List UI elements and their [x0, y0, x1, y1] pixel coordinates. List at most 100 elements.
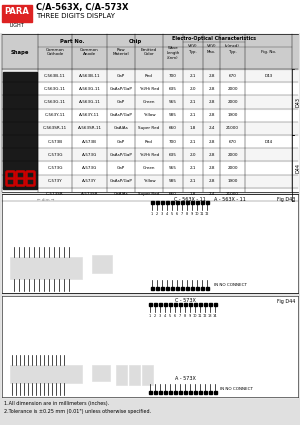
Text: Fig D44: Fig D44: [277, 299, 295, 304]
Bar: [166, 287, 169, 290]
Text: Yellow: Yellow: [143, 179, 155, 183]
Bar: [173, 303, 176, 306]
Bar: [200, 201, 203, 204]
Bar: [155, 201, 158, 204]
Text: C-573SR: C-573SR: [46, 193, 64, 196]
Bar: [3, 72, 37, 189]
Bar: [148, 303, 152, 306]
Text: 14: 14: [213, 314, 217, 318]
Text: 2000: 2000: [227, 153, 238, 157]
Bar: [178, 391, 182, 394]
Text: A-573SR: A-573SR: [81, 193, 98, 196]
Text: 1: 1: [151, 212, 153, 216]
Text: Red: Red: [145, 74, 153, 78]
Bar: [92, 365, 110, 381]
Bar: [200, 287, 203, 290]
Text: Wave
Length
λ(nm): Wave Length λ(nm): [166, 46, 180, 60]
Bar: [184, 391, 187, 394]
Bar: [214, 391, 217, 394]
Text: 2.1: 2.1: [190, 166, 196, 170]
Text: 670: 670: [229, 74, 236, 78]
Text: GaP: GaP: [117, 166, 125, 170]
Bar: [185, 201, 188, 204]
Bar: [203, 303, 206, 306]
Text: GaAsP/GaP: GaAsP/GaP: [110, 113, 132, 117]
Text: Yellow: Yellow: [143, 113, 155, 117]
Text: ← dim →: ← dim →: [37, 198, 55, 202]
Bar: [203, 391, 206, 394]
Bar: [158, 391, 161, 394]
Text: 3: 3: [161, 212, 163, 216]
Bar: [176, 287, 178, 290]
Text: 585: 585: [169, 179, 177, 183]
Text: 8: 8: [186, 212, 188, 216]
Bar: [2, 148, 298, 162]
Text: THREE DIGITS DISPLAY: THREE DIGITS DISPLAY: [36, 13, 115, 19]
Bar: [181, 287, 184, 290]
Text: A-563SR-11: A-563SR-11: [77, 126, 101, 130]
Text: 12: 12: [203, 314, 207, 318]
Bar: [2, 34, 298, 69]
Bar: [214, 303, 217, 306]
Text: A-563G-11: A-563G-11: [79, 87, 101, 91]
Text: 2.8: 2.8: [208, 113, 215, 117]
Text: 6: 6: [176, 212, 178, 216]
Text: Iv(mcd): Iv(mcd): [225, 44, 240, 48]
Bar: [0, 0, 300, 32]
Text: 12: 12: [205, 212, 209, 216]
Bar: [154, 391, 157, 394]
Bar: [188, 391, 191, 394]
Bar: [169, 391, 172, 394]
Text: 670: 670: [229, 139, 236, 144]
Text: 7: 7: [179, 314, 181, 318]
Bar: [208, 391, 211, 394]
Text: Green: Green: [143, 100, 155, 104]
Text: C-573G: C-573G: [47, 166, 63, 170]
Text: C-563B-11: C-563B-11: [44, 74, 66, 78]
Text: C-573B: C-573B: [47, 139, 63, 144]
Bar: [158, 303, 161, 306]
Text: 6: 6: [174, 314, 176, 318]
Text: 2.8: 2.8: [208, 87, 215, 91]
Text: D44: D44: [264, 139, 273, 144]
Text: D43: D43: [296, 97, 300, 107]
Text: C-563G-11: C-563G-11: [44, 100, 66, 104]
Text: 2.8: 2.8: [208, 166, 215, 170]
Text: 9: 9: [189, 314, 191, 318]
Bar: [2, 194, 298, 293]
Text: GaAsP/GaP: GaAsP/GaP: [110, 87, 132, 91]
Text: 1.All dimension are in millimeters (inches).: 1.All dimension are in millimeters (inch…: [4, 400, 109, 405]
Bar: [208, 303, 211, 306]
Text: D44: D44: [296, 163, 300, 173]
Text: Typ.: Typ.: [189, 50, 197, 54]
Bar: [206, 287, 208, 290]
Text: 660: 660: [169, 126, 177, 130]
Text: 1900: 1900: [227, 179, 238, 183]
Text: Shape: Shape: [11, 49, 29, 54]
Text: 2.Tolerance is ±0.25 mm (0.01") unless otherwise specified.: 2.Tolerance is ±0.25 mm (0.01") unless o…: [4, 408, 151, 414]
Text: Electro-Optical Characteristics: Electro-Optical Characteristics: [172, 36, 256, 40]
Text: 2.0: 2.0: [190, 87, 196, 91]
Text: C-573Y: C-573Y: [48, 179, 62, 183]
Text: 2.4: 2.4: [208, 193, 215, 196]
Bar: [196, 201, 199, 204]
Bar: [129, 365, 140, 385]
Text: C-573G: C-573G: [47, 153, 63, 157]
Text: 565: 565: [169, 166, 177, 170]
Bar: [170, 201, 173, 204]
Text: 21000: 21000: [226, 126, 239, 130]
Text: 2.0: 2.0: [190, 153, 196, 157]
Text: 565: 565: [169, 100, 177, 104]
Text: 2.4: 2.4: [208, 126, 215, 130]
Bar: [151, 287, 154, 290]
Text: Emitted
Color: Emitted Color: [141, 48, 157, 56]
Text: GaAlAs: GaAlAs: [114, 126, 128, 130]
Text: 2.8: 2.8: [208, 74, 215, 78]
Text: Common
Cathode: Common Cathode: [46, 48, 64, 56]
Text: GaP: GaP: [117, 100, 125, 104]
Bar: [164, 303, 166, 306]
Bar: [199, 391, 202, 394]
Text: Vf(V): Vf(V): [188, 44, 198, 48]
Text: Red: Red: [145, 139, 153, 144]
Bar: [2, 19, 32, 22]
